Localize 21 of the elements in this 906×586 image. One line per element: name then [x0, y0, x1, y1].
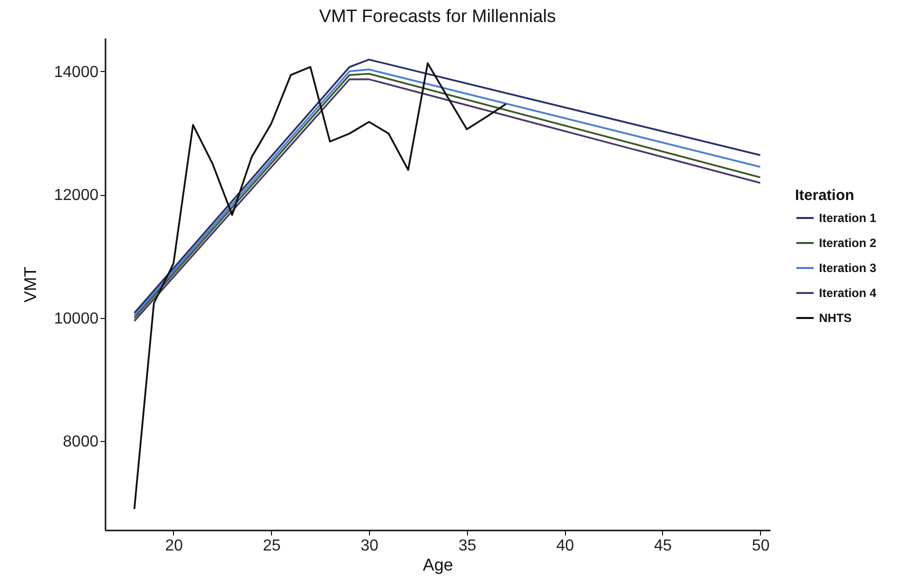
legend-label: NHTS	[819, 311, 852, 325]
legend-label: Iteration 4	[819, 286, 877, 300]
x-tick-label: 50	[752, 538, 770, 554]
y-tick-label: 12000	[54, 187, 99, 204]
chart-title: VMT Forecasts for Millennials	[319, 6, 556, 26]
x-tick-label: 20	[165, 538, 183, 554]
legend-label: Iteration 2	[819, 236, 877, 250]
x-tick-label: 30	[360, 538, 379, 554]
y-tick-label: 14000	[54, 64, 99, 81]
x-tick-label: 45	[654, 538, 672, 554]
legend-label: Iteration 1	[819, 211, 877, 225]
legend-title: Iteration	[795, 187, 854, 204]
legend-label: Iteration 3	[819, 261, 877, 275]
x-tick-label: 40	[556, 538, 574, 554]
x-axis-title: Age	[422, 556, 454, 574]
line-series	[133, 62, 507, 510]
x-tick-label: 25	[262, 538, 281, 554]
x-tick-label: 35	[458, 538, 476, 554]
y-tick-label: 8000	[62, 434, 99, 451]
y-tick-label: 10000	[54, 310, 99, 328]
y-axis-title: VMT	[21, 266, 40, 302]
